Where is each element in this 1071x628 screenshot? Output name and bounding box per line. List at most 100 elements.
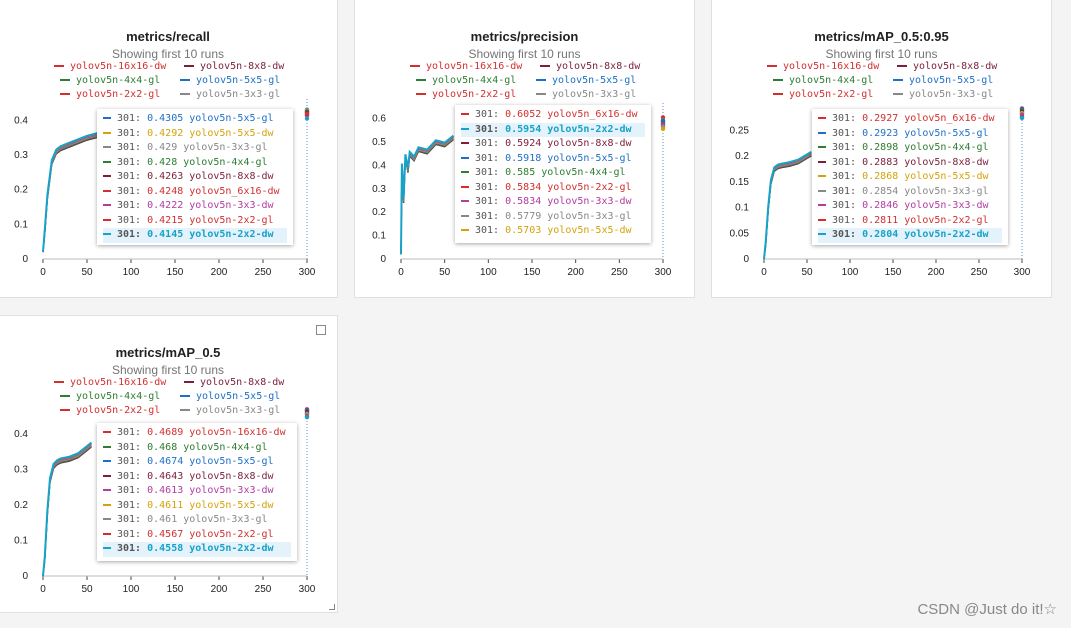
legend-item[interactable]: yolov5n-5x5-gl xyxy=(536,75,636,86)
y-tick-label: 0.1 xyxy=(14,535,28,546)
x-tick-label: 150 xyxy=(885,267,902,278)
tooltip-row: 301: 0.2811 yolov5n-2x2-gl xyxy=(818,214,1002,229)
y-tick-label: 0.5 xyxy=(372,137,386,148)
tooltip-row: 301: 0.461 yolov5n-3x3-gl xyxy=(103,513,291,528)
chart-plot-area[interactable]: 0 0.1 0.2 0.3 0.4 0 50 100 150 200 250 300 xyxy=(0,316,338,613)
series-line[interactable] xyxy=(763,153,812,260)
legend-item[interactable]: yolov5n-4x4-gl xyxy=(60,75,160,86)
resize-handle-icon[interactable] xyxy=(329,604,335,610)
series-line[interactable] xyxy=(763,155,812,260)
y-tick-label: 0 xyxy=(22,254,28,265)
tooltip-row: 301: 0.5834 yolov5n-3x3-dw xyxy=(461,195,645,210)
y-tick-label: 0.2 xyxy=(372,207,386,218)
chart-plot-area[interactable]: 0 0.05 0.1 0.15 0.2 0.25 0 50 100 150 200 250 300 xyxy=(712,0,1052,298)
tooltip-row: 301: 0.429 yolov5n-3x3-gl xyxy=(103,141,287,156)
chart-legend: yolov5n-16x16-dw yolov5n-8x8-dw yolov5n-… xyxy=(54,377,324,415)
legend-item[interactable]: yolov5n-2x2-gl xyxy=(773,89,873,100)
series-line[interactable] xyxy=(763,154,812,260)
series-line[interactable] xyxy=(400,134,455,255)
series-line[interactable] xyxy=(42,445,92,577)
chart-legend: yolov5n-16x16-dw yolov5n-8x8-dw yolov5n-… xyxy=(410,61,680,103)
expand-icon[interactable] xyxy=(316,325,326,335)
series-line[interactable] xyxy=(42,443,92,577)
series-line[interactable] xyxy=(42,446,92,577)
legend-item[interactable]: yolov5n-8x8-dw xyxy=(184,61,284,72)
legend-item[interactable]: yolov5n-5x5-gl xyxy=(180,75,280,86)
series-line[interactable] xyxy=(42,444,92,577)
chart-panel-recall[interactable]: metrics/recall Showing first 10 runs yol… xyxy=(0,0,338,298)
series-line[interactable] xyxy=(42,443,92,577)
legend-item[interactable]: yolov5n-4x4-gl xyxy=(60,391,160,402)
tooltip-row: 301: 0.585 yolov5n-4x4-gl xyxy=(461,166,645,181)
chart-legend: yolov5n-16x16-dw yolov5n-8x8-dw yolov5n-… xyxy=(54,61,324,103)
series-line[interactable] xyxy=(763,154,812,260)
legend-item[interactable]: yolov5n-3x3-gl xyxy=(893,89,993,100)
series-line[interactable] xyxy=(763,150,812,260)
chart-panel-map-0-5[interactable]: metrics/mAP_0.5 Showing first 10 runs yo… xyxy=(0,315,338,613)
legend-item[interactable]: yolov5n-5x5-gl xyxy=(180,391,280,402)
chart-panel-map-0-5-0-95[interactable]: metrics/mAP_0.5:0.95 Showing first 10 ru… xyxy=(711,0,1052,298)
tooltip-row: 301: 0.2927 yolov5n_6x16-dw xyxy=(818,112,1002,127)
chart-plot-area[interactable]: 0 0.1 0.2 0.3 0.4 0.5 0.6 0 50 100 150 200 250 300 xyxy=(355,0,695,298)
x-tick-label: 100 xyxy=(123,584,140,595)
chart-panel-precision[interactable]: metrics/precision Showing first 10 runs … xyxy=(354,0,695,298)
legend-item[interactable]: yolov5n-3x3-gl xyxy=(180,405,280,415)
series-line[interactable] xyxy=(42,441,93,577)
chart-subtitle: Showing first 10 runs xyxy=(111,363,225,377)
legend-item[interactable]: yolov5n-3x3-gl xyxy=(180,89,280,100)
legend-item[interactable]: yolov5n-4x4-gl xyxy=(773,75,873,86)
tooltip-row: 301: 0.4689 yolov5n-16x16-dw xyxy=(103,426,291,441)
tooltip-row: 301: 0.4263 yolov5n-8x8-dw xyxy=(103,170,287,185)
series-line[interactable] xyxy=(763,152,812,260)
hover-tooltip: 301: 0.4305 yolov5n-5x5-gl 301: 0.4292 yo… xyxy=(97,109,293,245)
x-tick-label: 250 xyxy=(255,267,272,278)
x-tick-label: 250 xyxy=(611,267,628,278)
y-tick-label: 0.3 xyxy=(14,464,28,475)
tooltip-row: 301: 0.4674 yolov5n-5x5-gl xyxy=(103,455,291,470)
legend-item[interactable]: yolov5n-2x2-gl xyxy=(60,405,160,415)
hover-tooltip: 301: 0.6052 yolov5n_6x16-dw 301: 0.5954 y… xyxy=(455,105,651,243)
x-tick-label: 100 xyxy=(480,267,497,278)
series-endpoint xyxy=(660,126,666,132)
x-tick-label: 150 xyxy=(524,267,541,278)
x-tick-label: 300 xyxy=(1014,267,1031,278)
legend-item[interactable]: yolov5n-5x5-gl xyxy=(893,75,993,86)
y-tick-label: 0.4 xyxy=(14,429,28,440)
legend-item[interactable]: yolov5n-4x4-gl xyxy=(416,75,516,86)
x-tick-label: 50 xyxy=(81,267,93,278)
x-tick-label: 250 xyxy=(971,267,988,278)
series-endpoint xyxy=(304,414,310,420)
tooltip-row: 301: 0.4215 yolov5n-2x2-gl xyxy=(103,214,287,229)
legend-item[interactable]: yolov5n-16x16-dw xyxy=(54,377,166,388)
legend-item[interactable]: yolov5n-8x8-dw xyxy=(184,377,284,388)
legend-item[interactable]: yolov5n-2x2-gl xyxy=(60,89,160,100)
legend-item[interactable]: yolov5n-3x3-gl xyxy=(536,89,636,100)
series-line[interactable] xyxy=(42,445,92,577)
legend-item[interactable]: yolov5n-16x16-dw xyxy=(767,61,879,72)
legend-item[interactable]: yolov5n-16x16-dw xyxy=(410,61,522,72)
y-tick-label: 0.05 xyxy=(730,228,750,239)
chart-title: metrics/recall xyxy=(126,29,210,44)
legend-item[interactable]: yolov5n-8x8-dw xyxy=(540,61,640,72)
tooltip-row: 301: 0.5954 yolov5n-2x2-dw xyxy=(461,122,645,137)
chart-title: metrics/precision xyxy=(470,29,579,44)
legend-item[interactable]: yolov5n-8x8-dw xyxy=(897,61,997,72)
series-line[interactable] xyxy=(763,153,812,260)
x-tick-label: 300 xyxy=(655,267,672,278)
chart-legend: yolov5n-16x16-dw yolov5n-8x8-dw yolov5n-… xyxy=(767,61,1037,103)
x-tick-label: 0 xyxy=(40,584,46,595)
tooltip-row: 301: 0.6052 yolov5n_6x16-dw xyxy=(461,108,645,123)
x-tick-label: 200 xyxy=(567,267,584,278)
series-line[interactable] xyxy=(763,151,812,260)
y-tick-label: 0 xyxy=(22,571,28,582)
legend-item[interactable]: yolov5n-2x2-gl xyxy=(416,89,516,100)
tooltip-row: 301: 0.4643 yolov5n-8x8-dw xyxy=(103,470,291,485)
tooltip-row: 301: 0.428 yolov5n-4x4-gl xyxy=(103,156,287,171)
x-tick-label: 50 xyxy=(81,584,93,595)
legend-item[interactable]: yolov5n-16x16-dw xyxy=(54,61,166,72)
chart-subtitle: Showing first 10 runs xyxy=(111,47,225,61)
tooltip-row: 301: 0.2923 yolov5n-5x5-gl xyxy=(818,127,1002,142)
series-line[interactable] xyxy=(42,442,92,577)
tooltip-row: 301: 0.4611 yolov5n-5x5-dw xyxy=(103,499,291,514)
tooltip-row: 301: 0.4145 yolov5n-2x2-dw xyxy=(103,228,287,243)
